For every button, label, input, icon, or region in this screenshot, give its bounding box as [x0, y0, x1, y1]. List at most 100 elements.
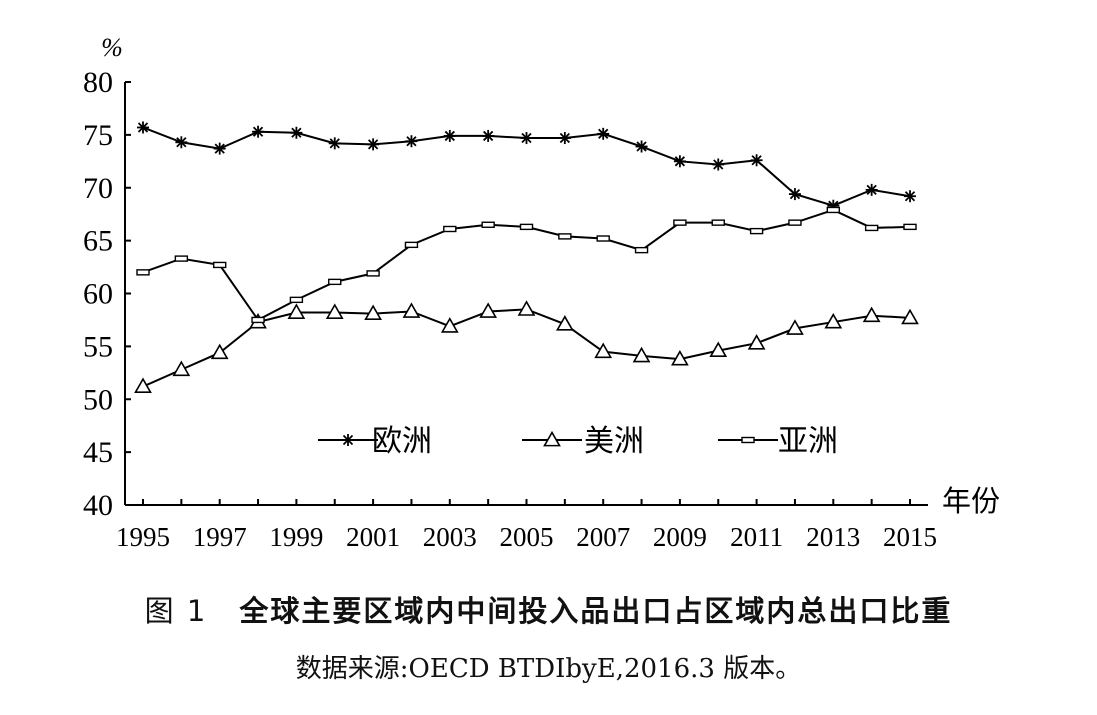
- data-point: [596, 235, 610, 242]
- data-point: [519, 223, 534, 231]
- data-point: [671, 349, 689, 366]
- figure-title: 全球主要区域内中间投入品出口占区域内总出口比重: [239, 594, 953, 628]
- data-point: [826, 206, 840, 214]
- data-point: [367, 138, 380, 151]
- data-point: [520, 132, 533, 145]
- data-point: [864, 224, 879, 232]
- data-point: [901, 308, 919, 325]
- data-point: [213, 142, 226, 155]
- data-point: [174, 255, 189, 262]
- data-point: [632, 346, 651, 363]
- data-point: [137, 121, 149, 134]
- data-point: [405, 135, 418, 148]
- y-tick-label: 40: [83, 489, 113, 522]
- data-point: [328, 278, 342, 286]
- data-point: [481, 221, 495, 228]
- legend-item: 欧洲: [318, 424, 432, 459]
- data-point: [212, 261, 227, 269]
- data-point: [210, 343, 229, 360]
- y-tick-label: 80: [83, 66, 113, 99]
- data-point: [287, 303, 306, 319]
- data-point: [482, 129, 495, 142]
- data-point: [788, 188, 801, 201]
- legend-item: 美洲: [522, 424, 644, 459]
- data-point: [673, 219, 687, 226]
- y-tick-label: 60: [83, 278, 113, 311]
- x-tick-label: 2011: [730, 522, 783, 552]
- data-point: [402, 302, 421, 318]
- series-1: [137, 121, 916, 212]
- data-point: [709, 341, 728, 358]
- data-point: [251, 316, 265, 324]
- legend-label: 亚洲: [778, 424, 838, 459]
- data-point: [712, 158, 725, 171]
- chart-axes: 40 45 50 55 60 65 70 75 80 1995 1997 1999 2001 2003 20…: [83, 33, 1000, 552]
- y-tick-label: 50: [83, 383, 113, 416]
- y-tick-label: 65: [83, 225, 113, 258]
- y-tick-label: 55: [83, 330, 113, 363]
- data-point: [558, 132, 571, 145]
- chart-plot: 40 45 50 55 60 65 70 75 80 1995 1997 1999 2001 2003 20…: [83, 33, 1000, 552]
- x-tick-label: 1995: [116, 522, 170, 552]
- y-tick-label: 45: [83, 436, 113, 469]
- x-axis-label: 年份: [942, 484, 1000, 518]
- data-point: [364, 304, 382, 321]
- x-tick-label: 2005: [500, 522, 554, 552]
- chart-legend: 欧洲 美洲 亚洲: [318, 424, 838, 459]
- y-axis-label: %: [101, 33, 123, 62]
- data-point: [252, 125, 265, 138]
- data-point: [172, 360, 191, 377]
- x-tick-label: 1997: [193, 522, 247, 552]
- data-point: [594, 342, 613, 359]
- legend-item: 亚洲: [718, 424, 838, 459]
- data-source-note: 数据来源:OECD BTDIbyE,2016.3 版本。: [295, 654, 802, 684]
- data-point: [136, 269, 150, 276]
- chart-series-layer: [134, 121, 919, 393]
- data-point: [903, 223, 917, 231]
- data-point: [750, 154, 763, 167]
- x-tick-label: 2003: [423, 522, 477, 552]
- data-point: [824, 312, 843, 329]
- legend-label: 欧洲: [372, 424, 432, 459]
- data-point: [289, 296, 304, 304]
- data-point: [175, 136, 188, 149]
- data-point: [635, 140, 648, 153]
- x-tick-label: 2013: [806, 522, 860, 552]
- data-point: [134, 377, 152, 393]
- x-tick-label: 2015: [883, 522, 937, 552]
- data-point: [543, 430, 561, 447]
- data-point: [440, 317, 459, 333]
- data-point: [325, 303, 344, 319]
- data-point: [558, 233, 572, 240]
- y-tick-label: 75: [83, 119, 113, 152]
- data-point: [342, 434, 354, 446]
- legend-label: 美洲: [584, 424, 644, 459]
- data-point: [741, 436, 755, 444]
- data-point: [865, 183, 878, 196]
- figure-caption: 图 1 全球主要区域内中间投入品出口占区域内总出口比重: [0, 588, 1097, 630]
- x-tick-label: 2009: [653, 522, 707, 552]
- data-point: [749, 227, 764, 235]
- x-tick-label: 1999: [269, 522, 323, 552]
- data-point: [366, 270, 380, 277]
- series-3: [136, 206, 917, 324]
- data-point: [404, 241, 419, 249]
- y-tick-label: 70: [83, 172, 113, 205]
- data-point: [479, 302, 498, 318]
- data-point: [747, 334, 766, 350]
- data-point: [555, 315, 574, 331]
- x-tick-label: 2001: [346, 522, 400, 552]
- data-point: [290, 126, 303, 139]
- data-point: [517, 300, 536, 316]
- x-tick-label: 2007: [576, 522, 630, 552]
- data-point: [597, 127, 610, 140]
- figure-number: 图 1: [144, 594, 208, 628]
- data-point: [711, 219, 725, 226]
- data-point: [786, 319, 804, 335]
- data-point: [862, 306, 881, 323]
- data-point: [673, 155, 686, 168]
- data-point: [443, 225, 457, 233]
- data-point: [443, 129, 456, 142]
- data-point: [904, 190, 916, 203]
- data-point: [788, 219, 802, 226]
